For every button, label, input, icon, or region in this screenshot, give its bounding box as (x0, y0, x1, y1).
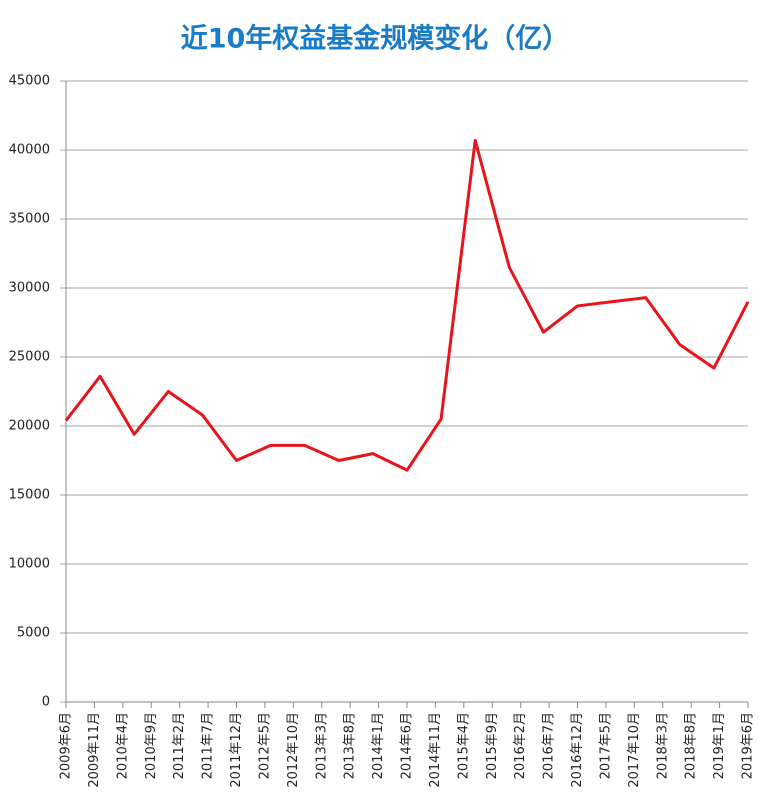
x-tick-label: 2018年8月 (684, 712, 699, 779)
x-tick-label: 2016年2月 (513, 712, 528, 779)
x-tick-label: 2019年6月 (741, 712, 756, 779)
y-tick-label: 0 (42, 695, 50, 710)
y-tick-label: 10000 (9, 557, 50, 572)
chart-title: 近10年权益基金规模变化（亿） (181, 23, 570, 55)
x-tick-label: 2013年3月 (314, 712, 329, 779)
x-tick-label: 2017年10月 (627, 712, 642, 788)
x-tick-label: 2016年12月 (570, 712, 585, 788)
y-tick-label: 40000 (9, 143, 50, 158)
line-series (64, 138, 750, 472)
y-tick-label: 25000 (9, 350, 50, 365)
x-tick-label: 2018年3月 (655, 712, 670, 779)
y-tick-label: 30000 (9, 281, 50, 296)
x-tick-label: 2015年4月 (456, 712, 471, 779)
x-tick-label: 2011年2月 (172, 712, 187, 779)
x-tick-label: 2015年9月 (485, 712, 500, 779)
x-tick-label: 2014年6月 (400, 712, 415, 779)
x-tick-label: 2011年12月 (229, 712, 244, 788)
y-tick-label: 20000 (9, 419, 50, 434)
x-tick-label: 2019年1月 (712, 712, 727, 779)
y-tick-label: 35000 (9, 212, 50, 227)
x-tick-label: 2014年1月 (371, 712, 386, 779)
y-tick-label: 5000 (17, 626, 50, 641)
x-tick-label: 2009年6月 (59, 712, 74, 779)
x-tick-label: 2009年11月 (87, 712, 102, 788)
x-tick-label: 2011年7月 (201, 712, 216, 779)
x-tick-label: 2012年5月 (257, 712, 272, 779)
x-tick-label: 2010年4月 (115, 712, 130, 779)
x-tick-label: 2012年10月 (286, 712, 301, 788)
y-tick-label: 15000 (9, 488, 50, 503)
x-tick-label: 2017年5月 (598, 712, 613, 779)
x-tick-label: 2014年11月 (428, 712, 443, 788)
x-tick-label: 2010年9月 (144, 712, 159, 779)
y-tick-label: 45000 (9, 74, 50, 89)
x-tick-label: 2013年8月 (343, 712, 358, 779)
x-tick-label: 2016年7月 (542, 712, 557, 779)
